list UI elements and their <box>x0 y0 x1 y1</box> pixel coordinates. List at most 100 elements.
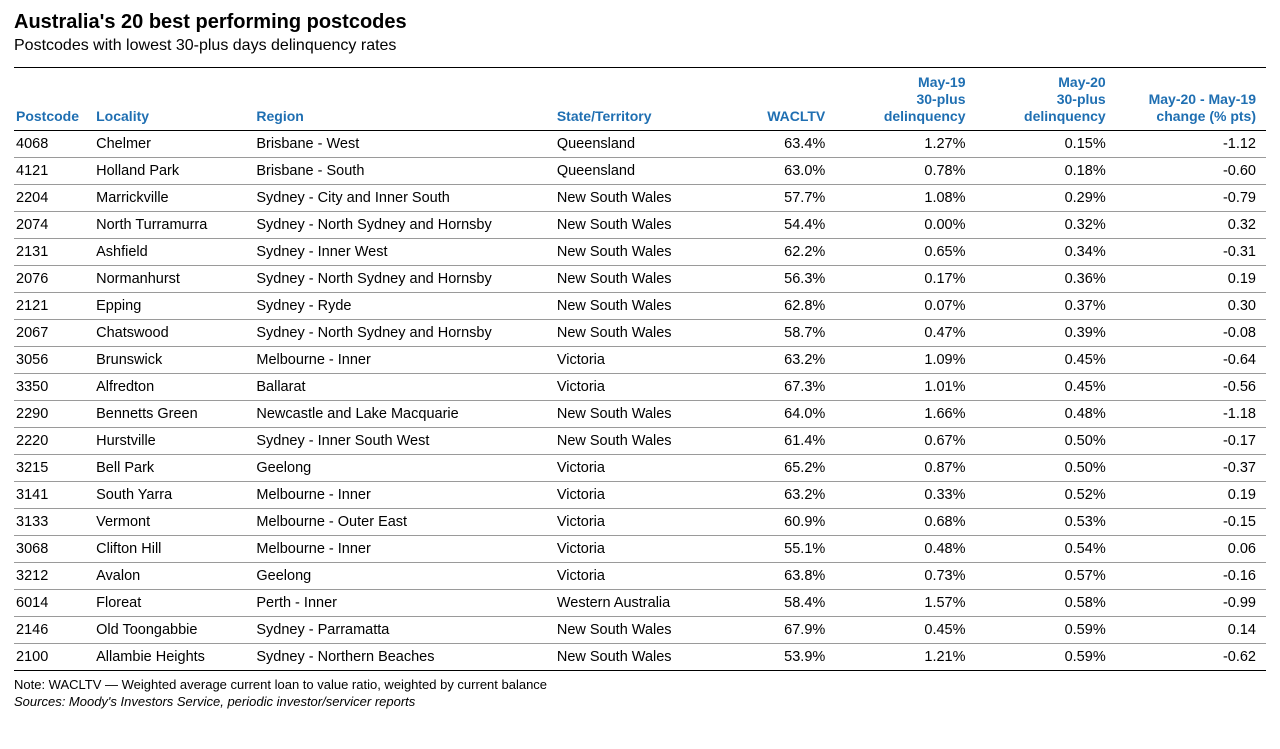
footnote: Note: WACLTV — Weighted average current … <box>14 677 1266 692</box>
cell-may20: 0.52% <box>976 482 1116 509</box>
table-row: 6014FloreatPerth - InnerWestern Australi… <box>14 590 1266 617</box>
cell-region: Melbourne - Inner <box>254 536 554 563</box>
cell-postcode: 2204 <box>14 185 94 212</box>
cell-state: Queensland <box>555 158 725 185</box>
table-body: 4068ChelmerBrisbane - WestQueensland63.4… <box>14 131 1266 671</box>
cell-region: Brisbane - South <box>254 158 554 185</box>
cell-locality: Ashfield <box>94 239 254 266</box>
cell-may20: 0.50% <box>976 428 1116 455</box>
cell-may19: 1.01% <box>835 374 975 401</box>
cell-change: -0.31 <box>1116 239 1266 266</box>
sources: Sources: Moody's Investors Service, peri… <box>14 694 1266 709</box>
cell-may20: 0.57% <box>976 563 1116 590</box>
cell-locality: Allambie Heights <box>94 644 254 671</box>
cell-locality: Epping <box>94 293 254 320</box>
cell-postcode: 2100 <box>14 644 94 671</box>
cell-region: Ballarat <box>254 374 554 401</box>
cell-wacltv: 63.8% <box>725 563 835 590</box>
cell-region: Sydney - Ryde <box>254 293 554 320</box>
cell-wacltv: 67.9% <box>725 617 835 644</box>
cell-locality: Chelmer <box>94 131 254 158</box>
cell-change: 0.19 <box>1116 482 1266 509</box>
cell-region: Melbourne - Outer East <box>254 509 554 536</box>
cell-wacltv: 54.4% <box>725 212 835 239</box>
cell-state: New South Wales <box>555 185 725 212</box>
cell-postcode: 2076 <box>14 266 94 293</box>
cell-change: -0.08 <box>1116 320 1266 347</box>
col-wacltv: WACLTV <box>725 68 835 131</box>
cell-may20: 0.48% <box>976 401 1116 428</box>
cell-may20: 0.29% <box>976 185 1116 212</box>
cell-wacltv: 58.4% <box>725 590 835 617</box>
cell-region: Sydney - Inner South West <box>254 428 554 455</box>
table-row: 3133VermontMelbourne - Outer EastVictori… <box>14 509 1266 536</box>
cell-may19: 0.87% <box>835 455 975 482</box>
table-row: 2290Bennetts GreenNewcastle and Lake Mac… <box>14 401 1266 428</box>
cell-region: Sydney - North Sydney and Hornsby <box>254 212 554 239</box>
cell-locality: Chatswood <box>94 320 254 347</box>
cell-wacltv: 63.2% <box>725 482 835 509</box>
cell-state: New South Wales <box>555 293 725 320</box>
table-row: 2074North TurramurraSydney - North Sydne… <box>14 212 1266 239</box>
col-change: May-20 - May-19change (% pts) <box>1116 68 1266 131</box>
cell-may20: 0.58% <box>976 590 1116 617</box>
cell-postcode: 3212 <box>14 563 94 590</box>
cell-wacltv: 63.4% <box>725 131 835 158</box>
cell-wacltv: 56.3% <box>725 266 835 293</box>
cell-may19: 0.73% <box>835 563 975 590</box>
cell-locality: Avalon <box>94 563 254 590</box>
cell-may19: 1.66% <box>835 401 975 428</box>
cell-may20: 0.32% <box>976 212 1116 239</box>
cell-may20: 0.37% <box>976 293 1116 320</box>
cell-may20: 0.59% <box>976 644 1116 671</box>
cell-change: -1.12 <box>1116 131 1266 158</box>
table-row: 2146Old ToongabbieSydney - ParramattaNew… <box>14 617 1266 644</box>
cell-state: Queensland <box>555 131 725 158</box>
cell-postcode: 2121 <box>14 293 94 320</box>
cell-locality: Holland Park <box>94 158 254 185</box>
table-row: 4068ChelmerBrisbane - WestQueensland63.4… <box>14 131 1266 158</box>
col-region: Region <box>254 68 554 131</box>
cell-wacltv: 62.8% <box>725 293 835 320</box>
cell-state: Victoria <box>555 347 725 374</box>
page: Australia's 20 best performing postcodes… <box>0 0 1280 749</box>
cell-postcode: 3350 <box>14 374 94 401</box>
cell-change: -0.99 <box>1116 590 1266 617</box>
cell-may20: 0.39% <box>976 320 1116 347</box>
cell-state: Victoria <box>555 455 725 482</box>
table-row: 3056BrunswickMelbourne - InnerVictoria63… <box>14 347 1266 374</box>
cell-locality: South Yarra <box>94 482 254 509</box>
cell-state: New South Wales <box>555 617 725 644</box>
cell-change: 0.14 <box>1116 617 1266 644</box>
table-header-row: Postcode Locality Region State/Territory… <box>14 68 1266 131</box>
cell-locality: Vermont <box>94 509 254 536</box>
cell-region: Geelong <box>254 563 554 590</box>
cell-may19: 0.68% <box>835 509 975 536</box>
col-state: State/Territory <box>555 68 725 131</box>
cell-wacltv: 63.0% <box>725 158 835 185</box>
table-row: 3215Bell ParkGeelongVictoria65.2%0.87%0.… <box>14 455 1266 482</box>
cell-change: -0.37 <box>1116 455 1266 482</box>
cell-change: -0.62 <box>1116 644 1266 671</box>
cell-may20: 0.45% <box>976 347 1116 374</box>
cell-may20: 0.15% <box>976 131 1116 158</box>
cell-state: New South Wales <box>555 212 725 239</box>
cell-state: New South Wales <box>555 266 725 293</box>
cell-state: Victoria <box>555 563 725 590</box>
cell-may20: 0.36% <box>976 266 1116 293</box>
cell-region: Perth - Inner <box>254 590 554 617</box>
cell-may19: 0.45% <box>835 617 975 644</box>
cell-postcode: 3215 <box>14 455 94 482</box>
cell-change: -0.16 <box>1116 563 1266 590</box>
col-locality: Locality <box>94 68 254 131</box>
cell-locality: Alfredton <box>94 374 254 401</box>
cell-locality: Bennetts Green <box>94 401 254 428</box>
cell-wacltv: 63.2% <box>725 347 835 374</box>
cell-change: -0.79 <box>1116 185 1266 212</box>
cell-region: Sydney - Northern Beaches <box>254 644 554 671</box>
cell-postcode: 3133 <box>14 509 94 536</box>
cell-state: New South Wales <box>555 644 725 671</box>
cell-region: Sydney - North Sydney and Hornsby <box>254 266 554 293</box>
cell-region: Sydney - City and Inner South <box>254 185 554 212</box>
cell-state: Victoria <box>555 482 725 509</box>
